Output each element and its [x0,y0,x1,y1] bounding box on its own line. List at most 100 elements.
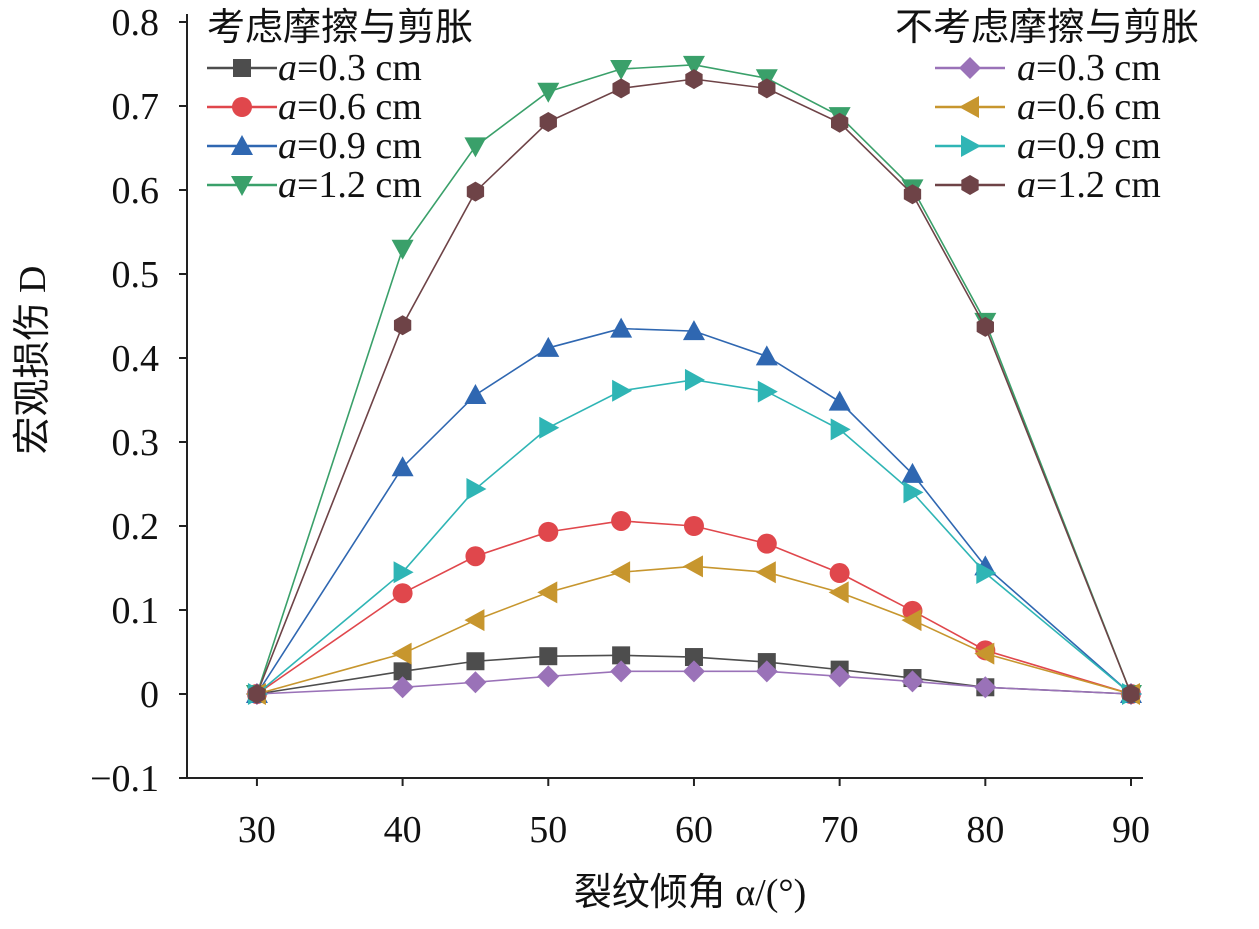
data-point-hexagon [903,184,922,205]
y-tick-label: 0.6 [112,170,160,212]
data-point-triangle-up [231,135,253,155]
data-point-triangle-left [755,561,776,584]
x-tick-label: 90 [1112,809,1150,851]
data-point-triangle-right [976,562,997,585]
data-point-hexagon [248,684,266,704]
data-point-triangle-left [391,642,412,665]
legend-label: a=0.6 cm [1017,86,1161,128]
data-point-triangle-left [974,642,995,665]
data-point-hexagon [466,181,485,202]
data-point-circle [465,546,486,567]
data-point-triangle-up [755,345,778,366]
y-tick-label: 0.5 [112,254,160,296]
data-point-circle [538,521,559,542]
data-point-diamond [682,660,705,683]
y-tick-label: 0.4 [112,338,160,380]
data-point-triangle-down [231,176,253,196]
data-point-hexagon [539,111,557,132]
legend-item: a=0.3 cm [935,47,1161,89]
data-point-hexagon [1122,684,1140,704]
y-tick-label: 0.2 [112,506,160,548]
data-point-triangle-right [903,481,924,504]
legend-title: 考虑摩擦与剪胀 [207,7,473,49]
data-point-diamond [901,670,924,693]
y-tick-label: 0 [140,674,159,716]
data-point-triangle-left [464,609,485,632]
data-point-hexagon [961,175,979,195]
x-tick-label: 30 [238,809,276,851]
data-point-triangle-up [682,320,705,341]
data-point-diamond [391,676,414,699]
data-point-triangle-right [612,379,633,402]
data-point-diamond [828,665,851,688]
data-point-hexagon [393,315,412,336]
data-point-triangle-left [901,609,922,632]
data-point-triangle-down [537,82,560,103]
data-point-triangle-left [610,561,631,584]
series-line [256,379,1132,695]
legend-title: 不考虑摩擦与剪胀 [895,7,1199,49]
legend-label: a=0.3 cm [1017,47,1161,89]
data-point-hexagon [976,316,994,337]
data-point-triangle-right [757,380,778,403]
data-point-square [393,662,412,681]
data-point-triangle-up [464,383,487,404]
data-point-triangle-up [610,317,633,338]
y-axis-label: 宏观损伤 D [12,266,54,455]
legend-label: a=0.3 cm [278,47,422,89]
data-point-hexagon [758,78,776,99]
y-tick-label: 0.8 [112,2,160,44]
data-point-triangle-right [830,418,851,441]
data-point-triangle-left [959,96,979,118]
data-point-hexagon [685,69,703,90]
data-point-circle [756,533,777,554]
x-tick-label: 80 [966,809,1004,851]
x-axis-label: 裂纹倾角 α/(°) [574,872,806,914]
data-point-triangle-left [537,581,558,604]
data-point-square [539,647,558,666]
data-point-diamond [610,660,633,683]
data-point-triangle-right [466,478,487,501]
legend-item: a=1.2 cm [935,164,1161,206]
y-tick-label: 0.3 [112,422,160,464]
axes: −0.1 0 0.1 0.2 0.3 0.4 0.5 0.6 0.7 0.8 30 40 50 60 70 8… [90,2,1150,851]
x-tick-label: 50 [529,809,567,851]
data-point-diamond [464,671,487,694]
data-point-triangle-down [682,55,705,76]
y-tick-label: 0.1 [112,590,160,632]
x-tick-label: 60 [675,809,713,851]
data-point-triangle-right [961,135,981,157]
legend-item: a=1.2 cm [207,164,422,206]
x-tick-label: 70 [821,809,859,851]
data-point-circle [829,563,850,584]
data-point-triangle-right [539,416,560,439]
data-point-square [466,652,485,671]
data-point-diamond [959,57,981,79]
data-point-triangle-down [391,239,414,260]
data-point-triangle-right [393,561,414,584]
data-point-triangle-up [537,336,560,357]
data-point-triangle-left [828,581,849,604]
data-point-diamond [755,660,778,683]
series-5 [245,555,1140,705]
data-point-square [233,59,251,77]
y-tick-label: 0.7 [112,86,160,128]
data-point-circle [683,516,704,536]
data-point-triangle-up [828,390,851,411]
data-point-hexagon [830,112,849,133]
series-4 [245,660,1142,705]
data-point-triangle-down [610,60,633,81]
data-point-diamond [974,676,997,699]
data-point-triangle-up [391,456,414,477]
legend-item: a=0.9 cm [207,125,422,167]
data-point-square [612,646,631,665]
legend-label: a=1.2 cm [278,164,422,206]
data-point-square [684,648,703,667]
legend-item: a=0.3 cm [207,47,422,89]
data-point-triangle-right [684,368,705,391]
data-point-triangle-left [682,555,703,578]
legend-label: a=0.6 cm [278,86,422,128]
legend-label: a=0.9 cm [278,125,422,167]
